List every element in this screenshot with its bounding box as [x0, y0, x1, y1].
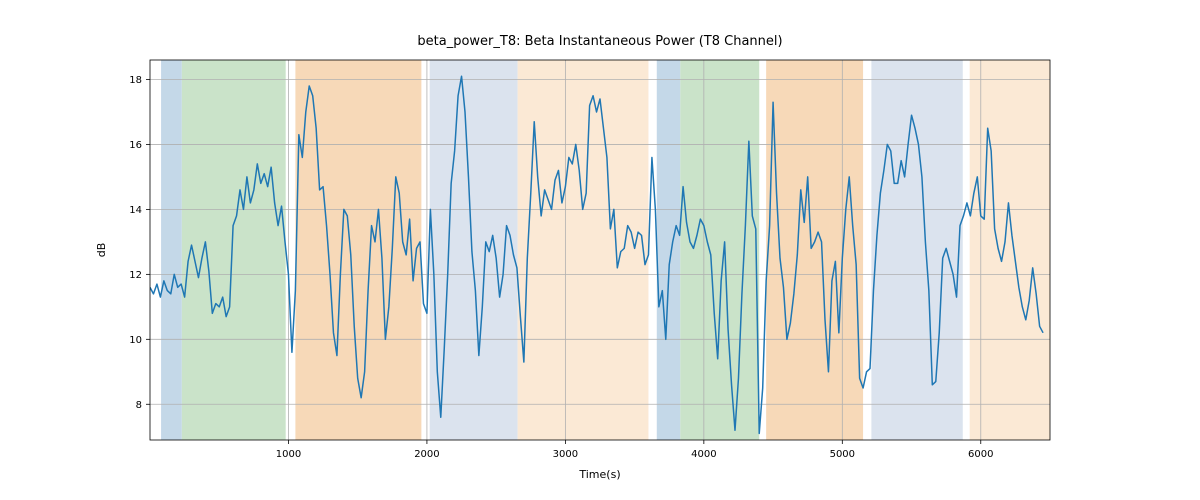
chart-container: beta_power_T8: Beta Instantaneous Power …: [0, 0, 1200, 500]
x-tick-label: 6000: [968, 449, 993, 460]
y-tick-label: 8: [136, 400, 142, 411]
shaded-region: [161, 60, 182, 440]
chart-svg: beta_power_T8: Beta Instantaneous Power …: [0, 0, 1200, 500]
x-axis-label: Time(s): [578, 468, 620, 481]
chart-title: beta_power_T8: Beta Instantaneous Power …: [417, 34, 782, 49]
y-tick-label: 14: [129, 205, 142, 216]
shaded-region: [970, 60, 1050, 440]
shaded-region: [766, 60, 863, 440]
x-tick-label: 5000: [830, 449, 855, 460]
x-tick-label: 2000: [414, 449, 439, 460]
shaded-region: [871, 60, 962, 440]
y-tick-label: 10: [129, 335, 142, 346]
shaded-region: [680, 60, 759, 440]
y-tick-label: 16: [129, 140, 142, 151]
x-tick-label: 1000: [276, 449, 301, 460]
y-tick-label: 12: [129, 270, 142, 281]
y-tick-label: 18: [129, 75, 142, 86]
shaded-region: [182, 60, 286, 440]
plot-area: 1000 2000 3000 4000 5000 6000 8 10 12 14 16 18: [129, 60, 1050, 460]
shaded-regions: [161, 60, 1050, 440]
y-axis-label: dB: [95, 243, 108, 258]
x-tick-label: 3000: [553, 449, 578, 460]
shaded-region: [657, 60, 681, 440]
shaded-region: [518, 60, 649, 440]
x-tick-label: 4000: [691, 449, 716, 460]
